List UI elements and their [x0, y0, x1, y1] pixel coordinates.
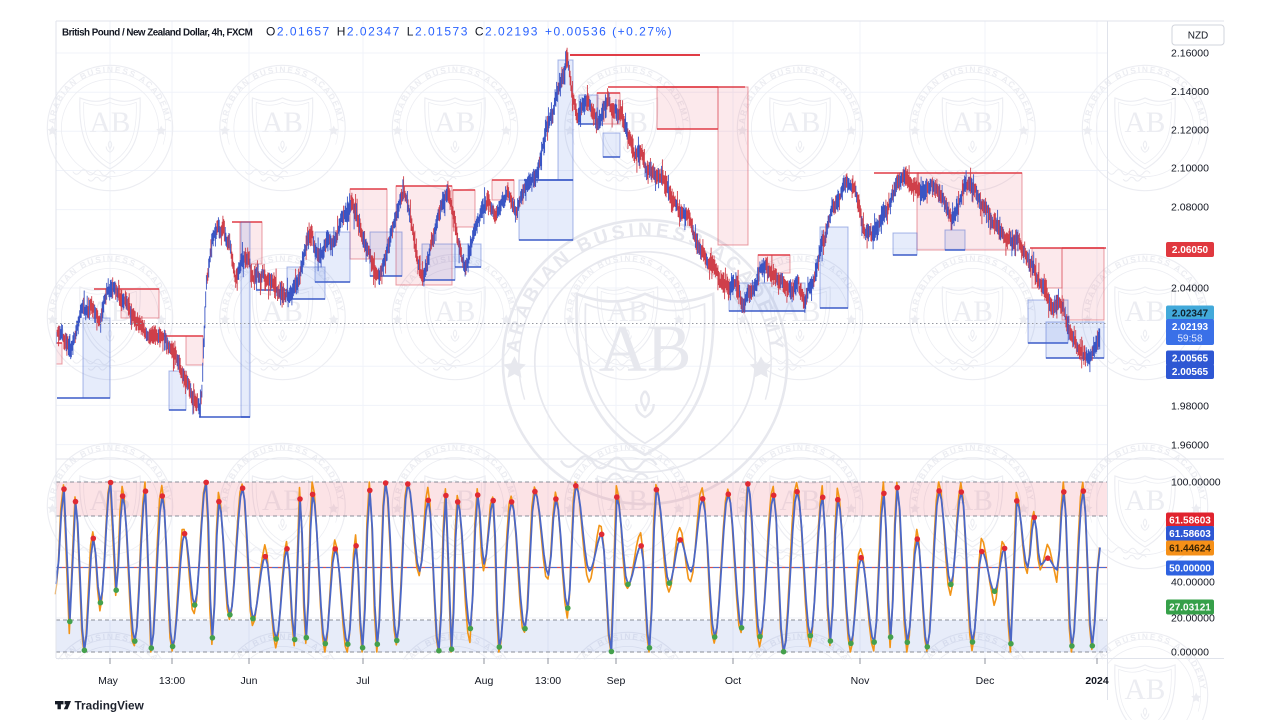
svg-text:0.00000: 0.00000	[1171, 647, 1209, 659]
svg-text:Jul: Jul	[356, 675, 369, 687]
svg-text:2.06050: 2.06050	[1172, 245, 1209, 256]
svg-text:1.98000: 1.98000	[1171, 401, 1209, 413]
svg-text:61.58603: 61.58603	[1169, 516, 1211, 527]
svg-text:2.08000: 2.08000	[1171, 202, 1209, 214]
svg-text:TradingView: TradingView	[75, 699, 145, 713]
svg-text:2.04000: 2.04000	[1171, 283, 1209, 295]
svg-text:Jun: Jun	[241, 675, 258, 687]
svg-text:50.00000: 50.00000	[1169, 564, 1211, 575]
svg-text:40.00000: 40.00000	[1171, 577, 1215, 589]
svg-text:100.00000: 100.00000	[1171, 477, 1221, 489]
svg-text:Aug: Aug	[475, 675, 494, 687]
svg-text:2.16000: 2.16000	[1171, 48, 1209, 60]
svg-text:2024: 2024	[1085, 675, 1109, 687]
svg-text:May: May	[98, 675, 119, 687]
svg-text:2.10000: 2.10000	[1171, 163, 1209, 175]
svg-text:Sep: Sep	[607, 675, 626, 687]
svg-text:61.58603: 61.58603	[1169, 529, 1211, 540]
svg-text:13:00: 13:00	[535, 675, 561, 687]
svg-text:Nov: Nov	[851, 675, 870, 687]
svg-text:59:58: 59:58	[1177, 334, 1202, 345]
svg-text:2.00565: 2.00565	[1172, 354, 1209, 365]
svg-text:2.12000: 2.12000	[1171, 125, 1209, 137]
svg-text:20.00000: 20.00000	[1171, 613, 1215, 625]
svg-text:61.44624: 61.44624	[1169, 544, 1211, 555]
svg-text:2.02193: 2.02193	[1172, 322, 1209, 333]
svg-text:1.96000: 1.96000	[1171, 440, 1209, 452]
svg-text:13:00: 13:00	[159, 675, 185, 687]
svg-text:Dec: Dec	[976, 675, 995, 687]
svg-text:27.03121: 27.03121	[1169, 603, 1211, 614]
svg-text:2.14000: 2.14000	[1171, 86, 1209, 98]
svg-text:British Pound / New Zealand Do: British Pound / New Zealand Dollar, 4h, …	[62, 28, 253, 39]
svg-text:2.00565: 2.00565	[1172, 367, 1209, 378]
svg-text:2.02347: 2.02347	[1172, 309, 1209, 320]
svg-text:Oct: Oct	[725, 675, 741, 687]
svg-text:NZD: NZD	[1188, 31, 1209, 42]
